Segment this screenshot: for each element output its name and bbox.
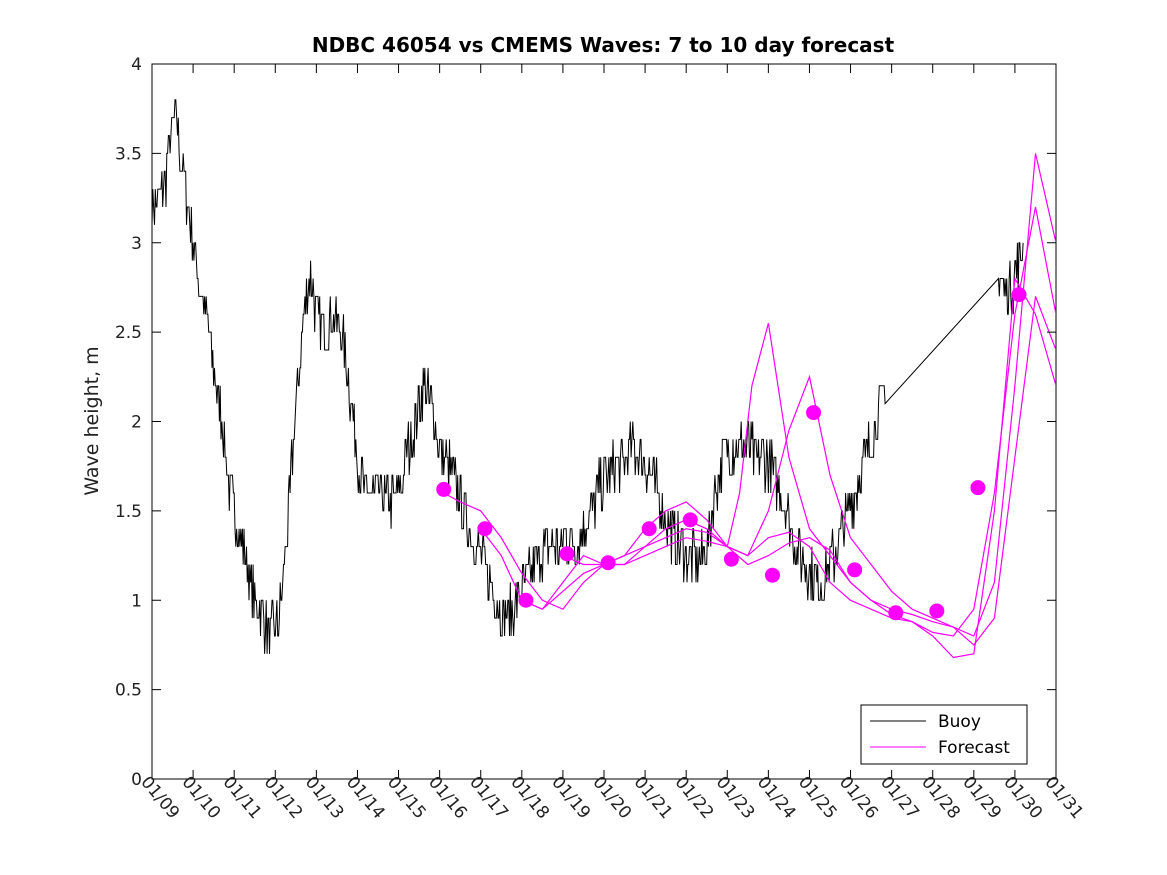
y-tick-label: 3.5 (115, 144, 142, 164)
x-tick-label: 01/11 (219, 773, 266, 823)
x-tick-label: 01/26 (835, 773, 882, 823)
forecast-marker-point (518, 592, 534, 608)
forecast-marker-point (764, 567, 780, 583)
x-tick-label: 01/27 (876, 773, 923, 823)
x-tick-label: 01/12 (260, 773, 307, 823)
x-tick-label: 01/21 (630, 773, 677, 823)
y-axis-label: Wave height, m (81, 346, 103, 495)
forecast-marker-point (559, 546, 575, 562)
buoy-series-line (152, 99, 1024, 654)
x-tick-label: 01/17 (465, 773, 512, 823)
x-tick-label: 01/22 (671, 773, 718, 823)
forecast-marker-point (723, 551, 739, 567)
forecast-marker-point (888, 605, 904, 621)
x-tick-label: 01/29 (958, 773, 1005, 823)
x-tick-label: 01/13 (301, 773, 348, 823)
x-tick-label: 01/14 (342, 773, 389, 823)
buoy-series-group (152, 99, 1024, 654)
y-tick-label: 1.5 (115, 502, 142, 522)
legend-box (860, 704, 1028, 765)
forecast-marker-point (806, 405, 822, 421)
x-tick-label: 01/15 (383, 773, 430, 823)
x-tick-label: 01/28 (917, 773, 964, 823)
x-tick-label: 01/20 (588, 773, 635, 823)
forecast-marker-point (682, 512, 698, 528)
legend: Buoy Forecast (860, 704, 1028, 765)
x-tick-label: 01/24 (753, 773, 800, 823)
forecast-marker-point (600, 555, 616, 571)
x-tick-label: 01/19 (547, 773, 594, 823)
legend-label-buoy: Buoy (938, 712, 981, 732)
x-tick-label: 01/31 (1040, 773, 1087, 823)
x-tick-label: 01/23 (712, 773, 759, 823)
y-tick-label: 2 (131, 413, 142, 433)
y-tick-label: 2.5 (115, 323, 142, 343)
plot-series-group (152, 99, 1056, 659)
x-tick-label: 01/10 (178, 773, 225, 823)
y-tick-label: 0.5 (115, 681, 142, 701)
forecast-marker-point (641, 521, 657, 537)
y-tick-label: 3 (131, 234, 142, 254)
plot-area (151, 63, 1057, 780)
legend-label-forecast: Forecast (938, 738, 1010, 758)
forecast-series-line-2 (480, 153, 1056, 637)
chart-title: NDBC 46054 vs CMEMS Waves: 7 to 10 day f… (312, 33, 895, 57)
x-tick-label: 01/30 (999, 773, 1046, 823)
forecast-marker-group (436, 287, 1027, 621)
forecast-marker-point (929, 603, 945, 619)
x-tick-label: 01/18 (506, 773, 553, 823)
forecast-marker-point (847, 562, 863, 578)
y-tick-label: 1 (131, 591, 142, 611)
forecast-marker-point (1011, 287, 1027, 303)
x-tick-label: 01/16 (424, 773, 471, 823)
y-tick-label: 4 (131, 55, 142, 75)
forecast-marker-point (970, 480, 986, 496)
forecast-marker-point (436, 481, 452, 497)
x-tick-label: 01/09 (136, 773, 183, 823)
y-axis: 0 0.5 1 1.5 2 2.5 3 3.5 4 (115, 55, 1056, 790)
forecast-marker-point (477, 521, 493, 537)
x-tick-label: 01/25 (794, 773, 841, 823)
y-tick-label: 0 (131, 770, 142, 790)
